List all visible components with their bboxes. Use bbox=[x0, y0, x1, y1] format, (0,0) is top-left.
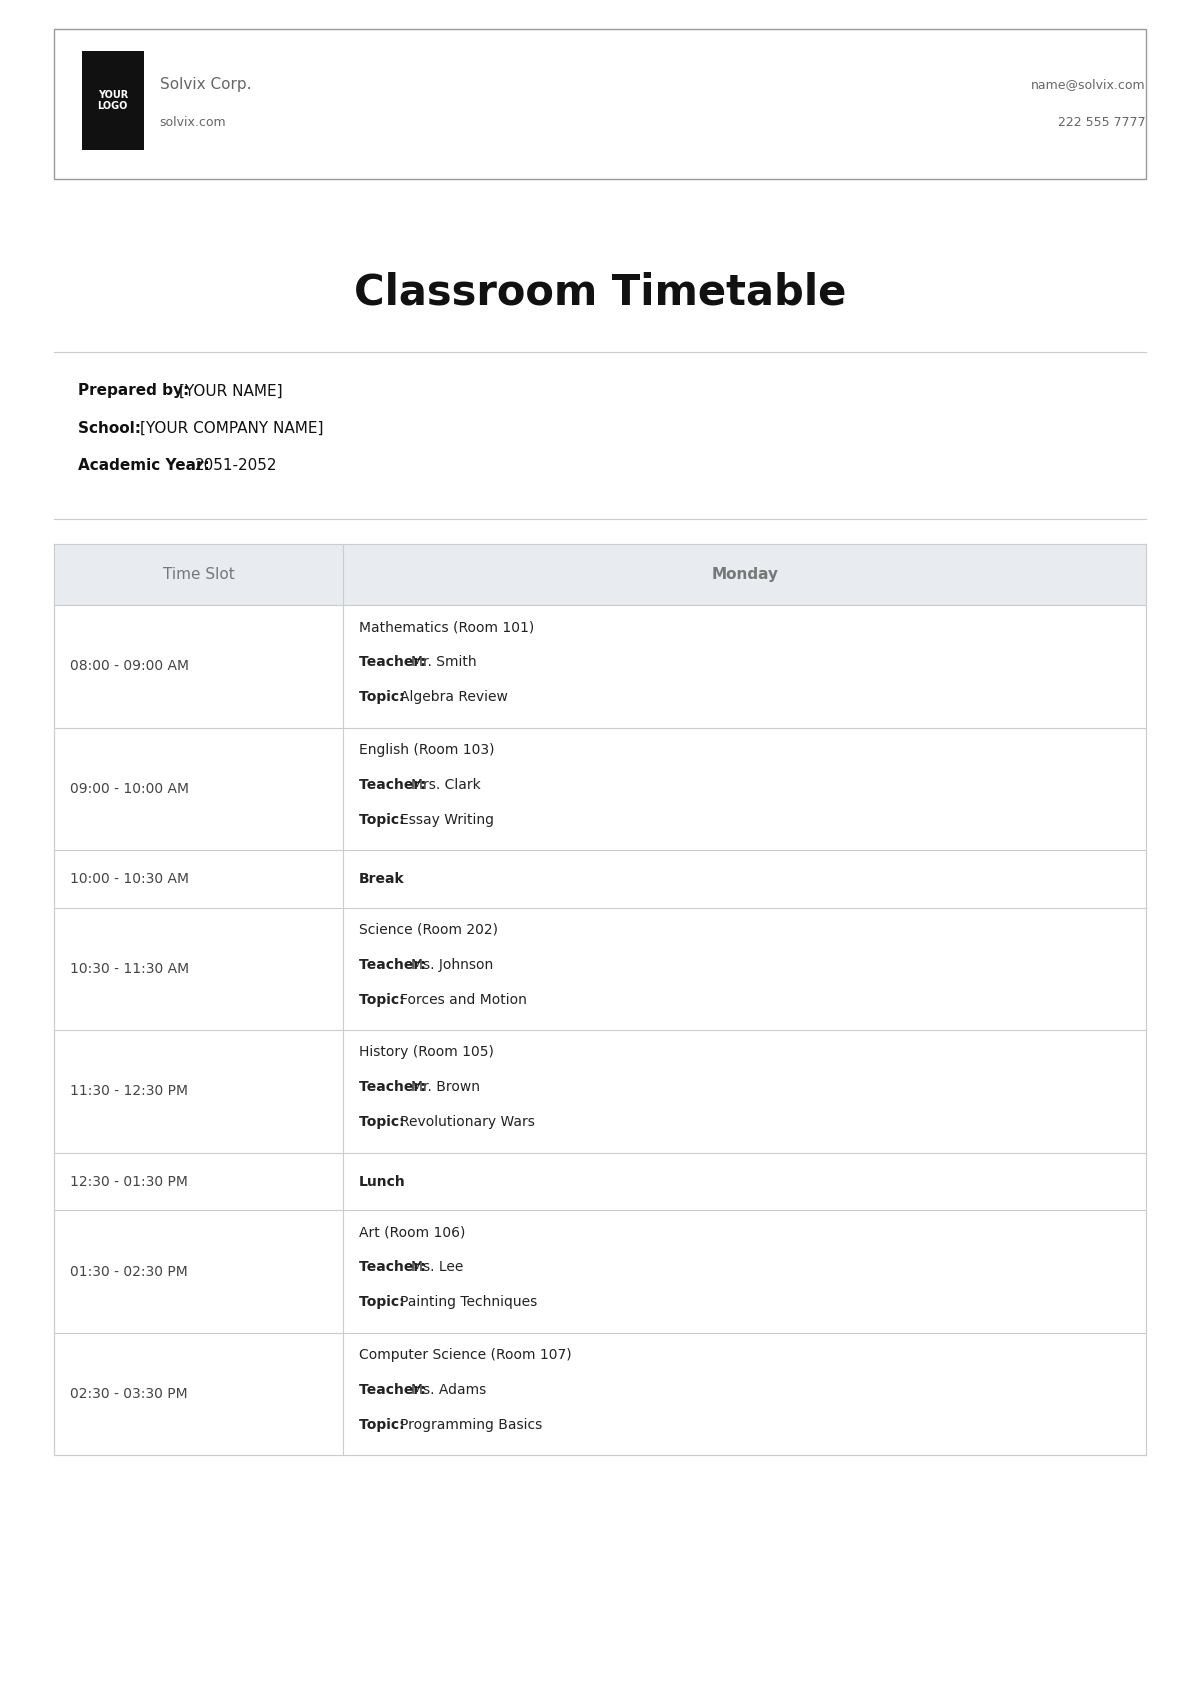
Text: Mathematics (Room 101): Mathematics (Room 101) bbox=[359, 620, 534, 634]
Text: [YOUR NAME]: [YOUR NAME] bbox=[180, 384, 283, 398]
Text: Teacher:: Teacher: bbox=[359, 1382, 431, 1397]
Text: Topic:: Topic: bbox=[359, 813, 409, 826]
Text: Mrs. Clark: Mrs. Clark bbox=[412, 777, 481, 792]
FancyBboxPatch shape bbox=[54, 29, 1146, 178]
Text: English (Room 103): English (Room 103) bbox=[359, 743, 494, 756]
FancyBboxPatch shape bbox=[82, 51, 144, 150]
Text: Teacher:: Teacher: bbox=[359, 957, 431, 972]
Text: Time Slot: Time Slot bbox=[163, 568, 234, 581]
Text: Topic:: Topic: bbox=[359, 1115, 409, 1129]
Text: Art (Room 106): Art (Room 106) bbox=[359, 1226, 466, 1239]
Text: 11:30 - 12:30 PM: 11:30 - 12:30 PM bbox=[70, 1085, 187, 1098]
FancyBboxPatch shape bbox=[54, 544, 1146, 1455]
Text: 08:00 - 09:00 AM: 08:00 - 09:00 AM bbox=[70, 660, 188, 673]
Text: Programming Basics: Programming Basics bbox=[400, 1418, 542, 1431]
Text: Lunch: Lunch bbox=[359, 1175, 406, 1188]
Text: 12:30 - 01:30 PM: 12:30 - 01:30 PM bbox=[70, 1175, 187, 1188]
Text: YOUR
LOGO: YOUR LOGO bbox=[97, 90, 128, 110]
Text: Mr. Smith: Mr. Smith bbox=[412, 654, 476, 670]
Text: Forces and Motion: Forces and Motion bbox=[400, 993, 527, 1006]
Text: 222 555 7777: 222 555 7777 bbox=[1058, 116, 1146, 129]
Text: 2051-2052: 2051-2052 bbox=[194, 459, 277, 473]
Text: Ms. Johnson: Ms. Johnson bbox=[412, 957, 493, 972]
Text: 09:00 - 10:00 AM: 09:00 - 10:00 AM bbox=[70, 782, 188, 796]
Text: Monday: Monday bbox=[712, 568, 778, 581]
Text: Solvix Corp.: Solvix Corp. bbox=[160, 78, 251, 92]
Text: Painting Techniques: Painting Techniques bbox=[400, 1295, 536, 1309]
Text: Academic Year:: Academic Year: bbox=[78, 459, 215, 473]
Text: Teacher:: Teacher: bbox=[359, 1080, 431, 1095]
Text: Teacher:: Teacher: bbox=[359, 1260, 431, 1275]
Text: Algebra Review: Algebra Review bbox=[400, 690, 508, 704]
Text: Essay Writing: Essay Writing bbox=[400, 813, 493, 826]
Text: Prepared by:: Prepared by: bbox=[78, 384, 194, 398]
Text: History (Room 105): History (Room 105) bbox=[359, 1046, 494, 1059]
Text: solvix.com: solvix.com bbox=[160, 116, 227, 129]
Text: Revolutionary Wars: Revolutionary Wars bbox=[400, 1115, 534, 1129]
Text: Topic:: Topic: bbox=[359, 993, 409, 1006]
Text: Computer Science (Room 107): Computer Science (Room 107) bbox=[359, 1348, 571, 1362]
Text: Topic:: Topic: bbox=[359, 690, 409, 704]
Text: [YOUR COMPANY NAME]: [YOUR COMPANY NAME] bbox=[140, 422, 324, 435]
Text: School:: School: bbox=[78, 422, 146, 435]
Text: Classroom Timetable: Classroom Timetable bbox=[354, 272, 846, 313]
Text: 10:30 - 11:30 AM: 10:30 - 11:30 AM bbox=[70, 962, 188, 976]
Text: Teacher:: Teacher: bbox=[359, 777, 431, 792]
Text: Topic:: Topic: bbox=[359, 1418, 409, 1431]
Text: Teacher:: Teacher: bbox=[359, 654, 431, 670]
Text: 01:30 - 02:30 PM: 01:30 - 02:30 PM bbox=[70, 1265, 187, 1278]
Text: Topic:: Topic: bbox=[359, 1295, 409, 1309]
Text: Ms. Lee: Ms. Lee bbox=[412, 1260, 463, 1275]
Text: name@solvix.com: name@solvix.com bbox=[1031, 78, 1146, 92]
Text: Ms. Adams: Ms. Adams bbox=[412, 1382, 487, 1397]
FancyBboxPatch shape bbox=[54, 544, 1146, 605]
Text: Break: Break bbox=[359, 872, 404, 886]
Text: 02:30 - 03:30 PM: 02:30 - 03:30 PM bbox=[70, 1387, 187, 1401]
Text: Mr. Brown: Mr. Brown bbox=[412, 1080, 480, 1095]
Text: 10:00 - 10:30 AM: 10:00 - 10:30 AM bbox=[70, 872, 188, 886]
Text: Science (Room 202): Science (Room 202) bbox=[359, 923, 498, 937]
